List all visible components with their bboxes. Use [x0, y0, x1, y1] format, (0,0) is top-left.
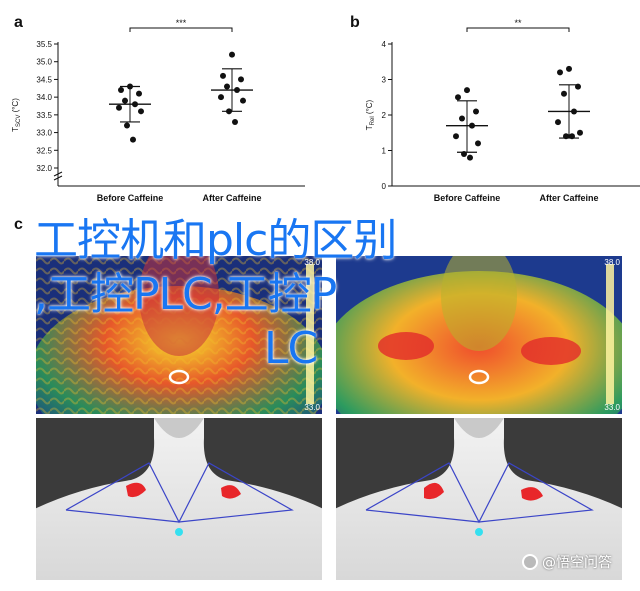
scale-max-label: 38.0	[604, 258, 620, 267]
grayscale-body-before	[36, 418, 322, 580]
data-point	[136, 90, 142, 97]
grayscale-image-before	[36, 418, 322, 580]
overlay-title-line3: LC	[264, 323, 318, 374]
data-point	[220, 72, 226, 79]
data-point	[473, 108, 479, 115]
data-point	[464, 87, 470, 94]
grayscale-body-after	[336, 418, 622, 580]
data-point	[234, 87, 240, 94]
y-tick-label: 4	[382, 40, 387, 49]
thermal-heatmap-after	[336, 256, 622, 414]
significance-bracket	[129, 27, 233, 32]
overlay-title: 工控机和plc的区别 ,工控PLC,工控P LC	[34, 214, 534, 376]
data-point	[566, 65, 572, 72]
overlay-title-line1: 工控机和plc的区别	[34, 215, 397, 266]
data-point	[132, 101, 138, 108]
data-point	[240, 97, 246, 104]
y-tick-label: 34.5	[36, 75, 52, 84]
x-category-label: Before Caffeine	[434, 193, 501, 203]
y-tick-label: 34.0	[36, 93, 52, 102]
data-point	[138, 108, 144, 115]
data-point	[238, 76, 244, 83]
data-point	[577, 129, 583, 136]
thermal-image-before: 38.0 33.0	[36, 256, 322, 414]
data-point	[461, 151, 467, 158]
data-point	[130, 136, 136, 143]
overlay-title-line2: ,工控PLC,工控P	[34, 269, 337, 320]
y-tick-label: 35.5	[36, 40, 52, 49]
data-point	[453, 133, 459, 140]
marker-ring	[468, 369, 490, 385]
data-point	[561, 90, 567, 97]
data-point	[475, 140, 481, 147]
axis-break-mark	[53, 171, 63, 177]
thermal-heatmap-before	[36, 256, 322, 414]
y-axis-label: TSCV (°C)	[11, 98, 22, 132]
data-point	[116, 104, 122, 111]
axis-break-mark	[53, 175, 63, 181]
y-axis-label: TRel (°C)	[365, 99, 376, 130]
y-tick-label: 33.5	[36, 111, 52, 120]
data-point	[229, 51, 235, 58]
data-point	[127, 83, 133, 90]
data-point	[232, 118, 238, 125]
y-tick-label: 1	[382, 147, 387, 156]
data-point	[218, 94, 224, 101]
y-tick-label: 35.0	[36, 58, 52, 67]
data-point	[557, 69, 563, 76]
data-point	[118, 87, 124, 94]
panel-label-b: b	[350, 14, 360, 31]
y-tick-label: 33.0	[36, 129, 52, 138]
data-point	[467, 154, 473, 161]
y-tick-label: 2	[382, 111, 387, 120]
scatter-charts: 32.0 32.5 33.0 33.5 34.0 34.5 35.0 35.5 Before C…	[11, 18, 640, 203]
data-point	[569, 133, 575, 140]
significance-bracket	[466, 27, 570, 32]
panel-label-c: c	[14, 216, 23, 233]
watermark: @悟空问答	[522, 552, 612, 572]
x-category-label: After Caffeine	[202, 193, 261, 203]
scale-min-label: 33.0	[304, 403, 320, 412]
y-tick-label: 32.0	[36, 164, 52, 173]
significance-label: ***	[176, 18, 187, 28]
data-point	[469, 122, 475, 129]
data-point	[459, 115, 465, 122]
y-tick-label: 3	[382, 76, 387, 85]
scale-max-label: 38.0	[304, 258, 320, 267]
data-point	[122, 97, 128, 104]
x-category-label: After Caffeine	[539, 193, 598, 203]
wukong-logo-icon	[522, 554, 538, 570]
x-category-label: Before Caffeine	[97, 193, 164, 203]
thermal-image-after: 38.0 33.0	[336, 256, 622, 414]
y-tick-label: 0	[382, 182, 387, 191]
y-tick-label: 32.5	[36, 146, 52, 155]
data-point	[455, 94, 461, 101]
marker-ring	[168, 369, 190, 385]
panel-label-a: a	[14, 14, 23, 31]
data-point	[575, 83, 581, 90]
significance-label: **	[514, 18, 522, 28]
scale-min-label: 33.0	[604, 403, 620, 412]
data-point	[224, 83, 230, 90]
data-point	[226, 108, 232, 115]
watermark-text: @悟空问答	[542, 555, 612, 571]
data-point	[571, 108, 577, 115]
data-point	[563, 133, 569, 140]
grayscale-image-after: @悟空问答	[336, 418, 622, 580]
data-point	[124, 122, 130, 129]
data-point	[555, 119, 561, 126]
